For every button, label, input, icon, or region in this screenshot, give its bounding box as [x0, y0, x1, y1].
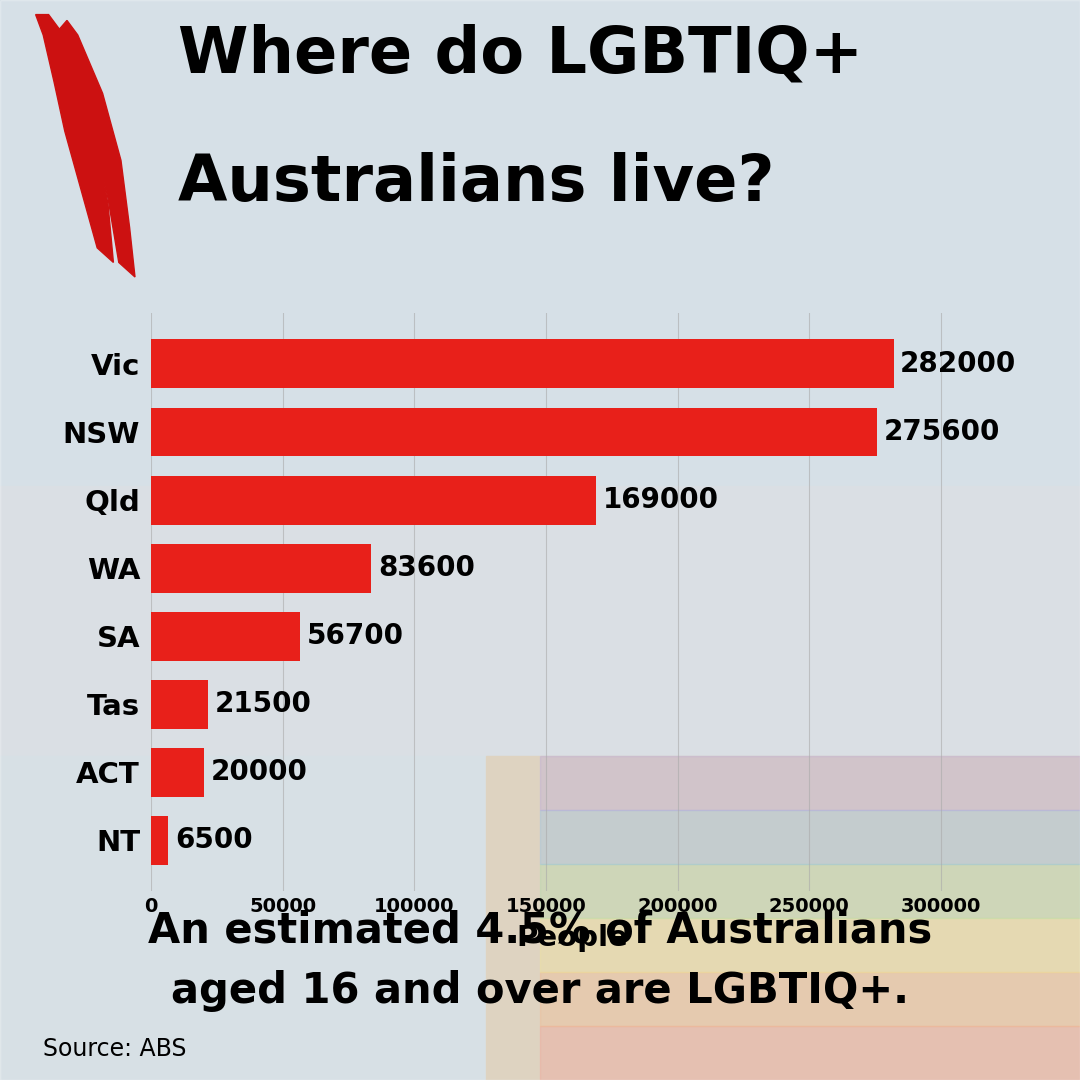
Bar: [151, 679, 207, 729]
Bar: [151, 815, 168, 865]
Bar: [540, 810, 1080, 864]
Bar: [151, 339, 893, 389]
Text: 56700: 56700: [307, 622, 404, 650]
Text: Australians live?: Australians live?: [178, 151, 774, 214]
Bar: [151, 611, 300, 661]
Bar: [151, 475, 596, 525]
Text: An estimated 4.5% of Australians: An estimated 4.5% of Australians: [148, 909, 932, 951]
Text: 282000: 282000: [900, 350, 1016, 378]
Bar: [151, 407, 877, 457]
Text: 275600: 275600: [883, 418, 1000, 446]
Text: 83600: 83600: [378, 554, 475, 582]
Bar: [540, 918, 1080, 972]
Text: Source: ABS: Source: ABS: [43, 1037, 187, 1061]
Text: 6500: 6500: [175, 826, 253, 854]
Polygon shape: [59, 21, 135, 276]
Text: 20000: 20000: [211, 758, 308, 786]
Bar: [151, 543, 372, 593]
Text: 21500: 21500: [215, 690, 311, 718]
X-axis label: People: People: [516, 923, 629, 951]
Bar: [540, 864, 1080, 918]
Text: Where do LGBTIQ+: Where do LGBTIQ+: [178, 24, 863, 85]
Bar: [0, 756, 486, 1080]
Text: 169000: 169000: [603, 486, 718, 514]
Text: aged 16 and over are LGBTIQ+.: aged 16 and over are LGBTIQ+.: [171, 970, 909, 1012]
Bar: [0, 0, 1080, 486]
Bar: [540, 972, 1080, 1026]
Bar: [0, 486, 1080, 756]
Bar: [540, 756, 1080, 810]
Polygon shape: [36, 14, 113, 262]
Bar: [486, 756, 1080, 1080]
Bar: [151, 747, 204, 797]
Bar: [540, 1026, 1080, 1080]
